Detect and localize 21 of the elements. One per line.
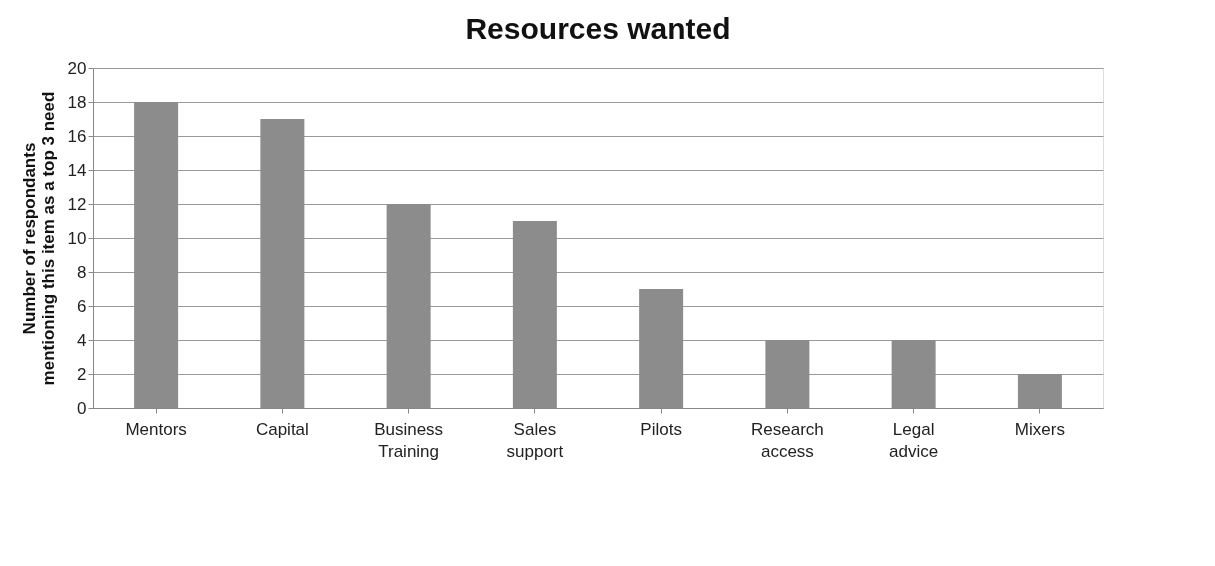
y-tick-label: 16 bbox=[67, 126, 87, 146]
x-tick-label: Mentors bbox=[125, 419, 187, 439]
y-tick-label: 4 bbox=[77, 330, 87, 350]
x-tick-label: Capital bbox=[255, 419, 309, 439]
x-tick-label: Research access bbox=[750, 419, 824, 461]
x-tick-label: Business Training bbox=[374, 419, 444, 461]
y-tick-label: 8 bbox=[77, 262, 87, 282]
y-axis-title: Number of respondants mentioning this item as a top 3 need bbox=[19, 91, 58, 386]
y-tick-label: 0 bbox=[77, 398, 87, 418]
y-tick-label: 2 bbox=[77, 364, 87, 384]
x-tick-label: Pilots bbox=[640, 419, 682, 439]
y-tick-label: 6 bbox=[77, 296, 87, 316]
y-tick-label: 10 bbox=[67, 228, 87, 248]
chart-title: Resources wanted bbox=[465, 12, 731, 45]
x-tick-label: Legal advice bbox=[889, 419, 939, 461]
x-tick-label: Sales support bbox=[506, 419, 564, 461]
x-tick-label: Mixers bbox=[1014, 419, 1065, 439]
y-tick-label: 20 bbox=[67, 58, 87, 78]
y-tick-label: 14 bbox=[67, 160, 87, 180]
y-tick-label: 12 bbox=[67, 194, 87, 214]
y-tick-label: 18 bbox=[67, 92, 87, 112]
